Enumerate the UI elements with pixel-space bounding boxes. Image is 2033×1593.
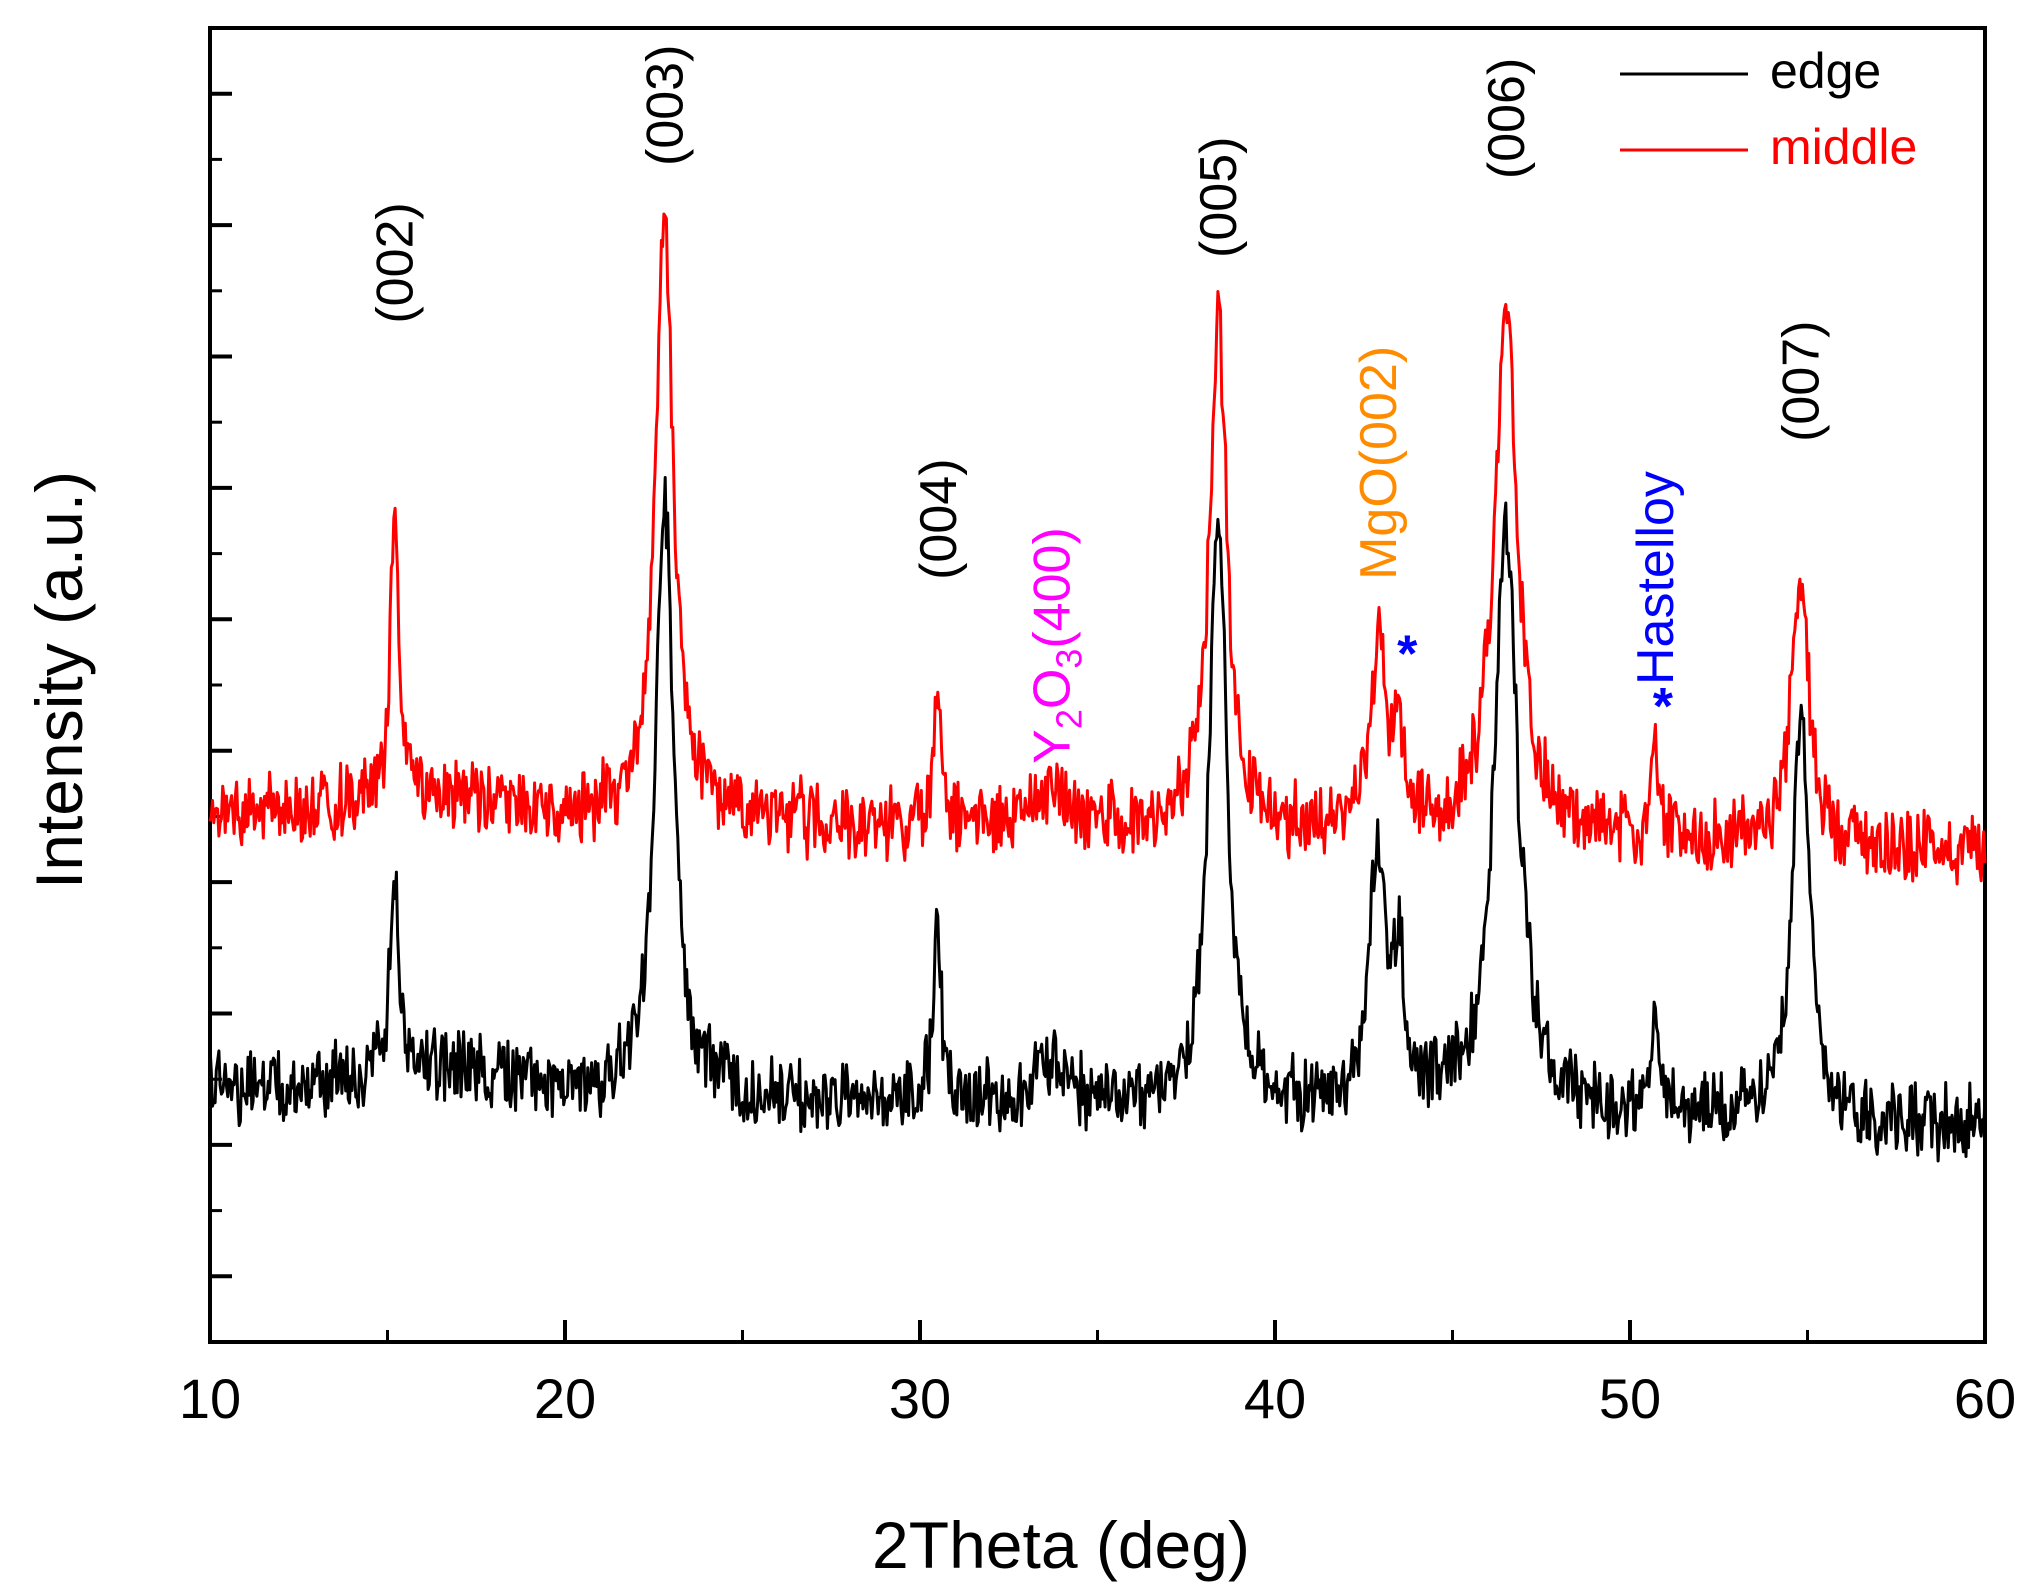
label-005: (005) (1190, 137, 1248, 258)
label-003: (003) (636, 45, 694, 166)
label-hastelloy: Hastelloy (1627, 471, 1685, 685)
star-marker-2: * (1653, 678, 1674, 736)
x-tick-label: 60 (1954, 1367, 2016, 1430)
y-axis-title: Intensity (a.u.) (22, 471, 96, 889)
annotation-layer: (002) (003) (004) (005) (006) (007) Y2O3(400) M… (367, 45, 1831, 764)
label-006: (006) (1478, 58, 1536, 179)
legend-label-middle: middle (1770, 119, 1917, 175)
label-007: (007) (1772, 321, 1830, 442)
label-004: (004) (910, 458, 968, 579)
series-line-edge (208, 476, 1987, 1163)
label-y2o3-400: Y2O3(400) (1023, 527, 1089, 764)
legend-label-edge: edge (1770, 43, 1881, 99)
x-tick-label: 10 (179, 1367, 241, 1430)
label-002: (002) (367, 202, 425, 323)
series-layer (208, 212, 1987, 1163)
plot-frame (208, 26, 1987, 1344)
x-tick-label: 40 (1244, 1367, 1306, 1430)
x-axis-title: 2Theta (deg) (872, 1508, 1250, 1582)
legend: edge middle (1620, 43, 1917, 175)
series-line-middle (208, 212, 1987, 886)
axes: 10 20 30 40 50 60 (179, 26, 2016, 1430)
star-marker-1: * (1397, 626, 1418, 684)
label-mgo-002: MgO(002) (1350, 346, 1408, 580)
x-tick-label: 30 (889, 1367, 951, 1430)
x-tick-label: 20 (534, 1367, 596, 1430)
x-tick-label: 50 (1599, 1367, 1661, 1430)
